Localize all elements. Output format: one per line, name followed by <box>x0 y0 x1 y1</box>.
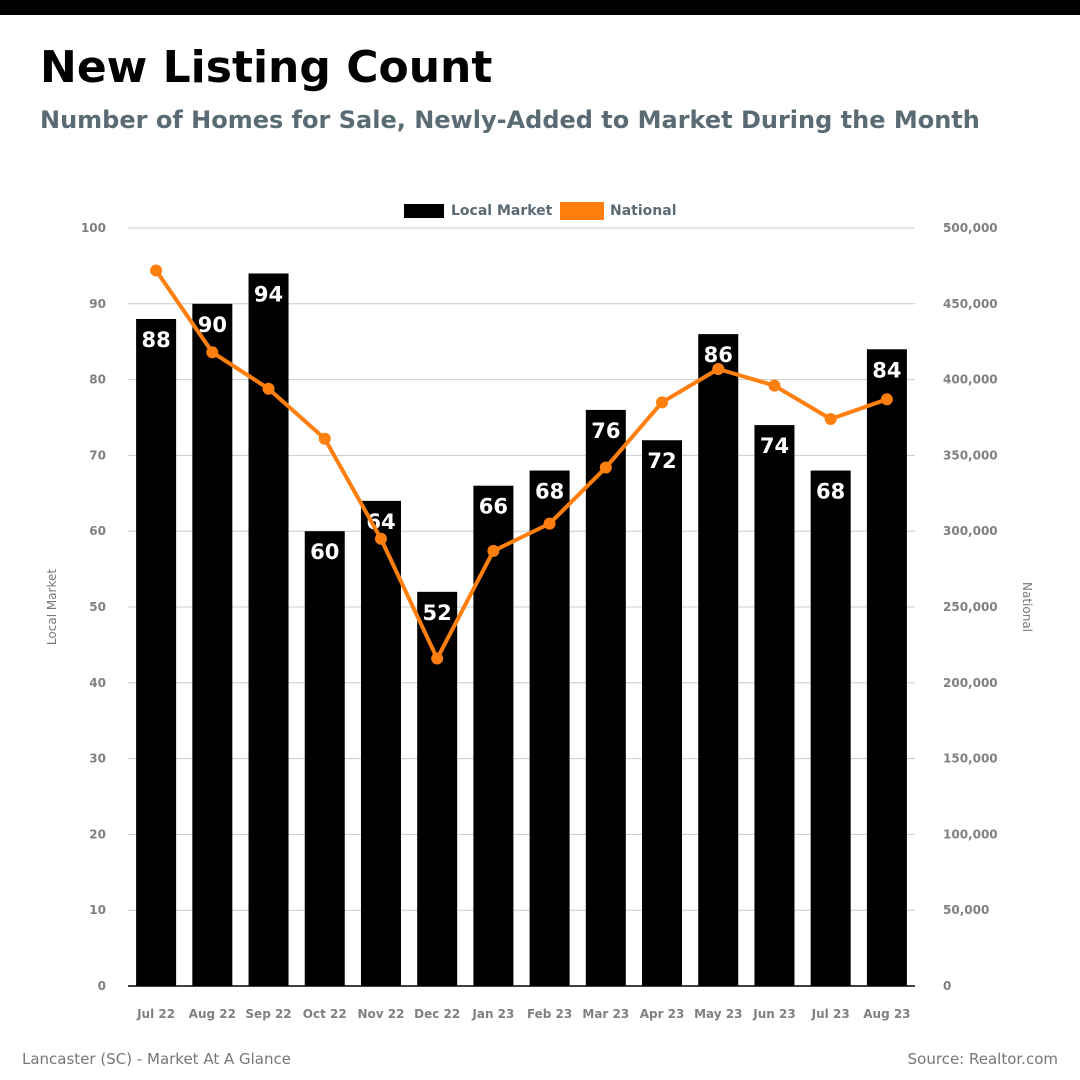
bar-data-label: 84 <box>872 358 901 382</box>
national-point <box>487 544 500 557</box>
y-right-tick-label: 350,000 <box>943 448 998 462</box>
axis-layer: 0 10 20 30 40 50 60 70 80 90 100 0 50,000 100,000 150,… <box>45 221 1034 1021</box>
legend-swatch-national <box>560 202 604 220</box>
x-tick-label: Jan 23 <box>471 1007 514 1021</box>
legend-label-national: National <box>610 203 677 219</box>
y-left-tick-label: 100 <box>81 221 106 235</box>
national-point <box>656 396 669 409</box>
y-left-tick-label: 40 <box>89 676 106 690</box>
y-left-tick-label: 30 <box>89 752 106 766</box>
bar-data-label: 94 <box>254 282 283 306</box>
bar-data-label: 74 <box>760 434 789 458</box>
bar-local-market <box>473 485 514 986</box>
y-left-tick-label: 50 <box>89 600 106 614</box>
bar-local-market <box>360 500 401 986</box>
national-point <box>824 413 837 426</box>
x-tick-label: Aug 23 <box>863 1007 910 1021</box>
grid-layer <box>128 227 915 911</box>
footer-market-label: Lancaster (SC) - Market At A Glance <box>22 1050 291 1068</box>
national-point <box>374 532 387 545</box>
top-bar <box>0 0 1080 15</box>
page-title: New Listing Count <box>40 42 493 93</box>
bar-data-label: 72 <box>647 449 676 473</box>
y-left-tick-label: 60 <box>89 524 106 538</box>
national-point <box>880 393 893 406</box>
legend-label-local-market: Local Market <box>451 203 553 219</box>
national-point <box>543 517 556 530</box>
y-right-axis-title: National <box>1020 582 1034 632</box>
x-tick-label: Aug 22 <box>189 1007 236 1021</box>
bar-data-label: 68 <box>535 480 564 504</box>
bar-data-label: 68 <box>816 480 845 504</box>
y-right-tick-label: 300,000 <box>943 524 998 538</box>
x-tick-label: Mar 23 <box>582 1007 629 1021</box>
y-left-axis-title: Local Market <box>45 569 59 645</box>
bar-data-label: 90 <box>198 313 227 337</box>
y-left-tick-label: 90 <box>89 297 106 311</box>
bar-local-market <box>304 531 345 986</box>
bar-local-market <box>417 591 458 986</box>
y-left-tick-label: 80 <box>89 373 106 387</box>
x-tick-label: Oct 22 <box>303 1007 347 1021</box>
y-right-tick-label: 100,000 <box>943 827 998 841</box>
national-point <box>150 264 163 277</box>
y-right-tick-label: 50,000 <box>943 903 989 917</box>
y-left-tick-label: 70 <box>89 448 106 462</box>
national-point <box>318 432 331 445</box>
national-line <box>154 268 889 661</box>
y-left-tick-label: 0 <box>98 979 106 993</box>
national-point <box>431 652 444 665</box>
y-right-tick-label: 450,000 <box>943 297 998 311</box>
x-tick-label: Jul 23 <box>811 1007 850 1021</box>
y-right-tick-label: 200,000 <box>943 676 998 690</box>
bar-data-label: 88 <box>141 328 170 352</box>
y-left-tick-label: 10 <box>89 903 106 917</box>
bar-local-market <box>866 349 907 986</box>
line-layer <box>150 264 893 665</box>
y-right-tick-label: 400,000 <box>943 373 998 387</box>
y-right-tick-label: 250,000 <box>943 600 998 614</box>
bar-local-market <box>529 470 570 986</box>
bar-data-label: 76 <box>591 419 620 443</box>
bar-data-label: 52 <box>423 601 452 625</box>
national-point <box>262 382 275 395</box>
bar-local-market <box>192 303 233 986</box>
x-tick-label: Feb 23 <box>527 1007 572 1021</box>
national-point <box>712 362 725 375</box>
y-right-tick-label: 500,000 <box>943 221 998 235</box>
bar-local-market <box>585 409 626 986</box>
bar-data-label: 60 <box>310 540 339 564</box>
page-subtitle: Number of Homes for Sale, Newly-Added to… <box>40 106 980 134</box>
x-tick-label: Jun 23 <box>752 1007 795 1021</box>
x-tick-label: Nov 22 <box>357 1007 404 1021</box>
x-tick-label: Dec 22 <box>414 1007 460 1021</box>
bar-local-market <box>642 440 683 986</box>
national-point <box>768 379 781 392</box>
legend: Local Market National <box>404 202 677 220</box>
bar-local-market <box>136 318 177 987</box>
footer-source: Source: Realtor.com <box>907 1050 1058 1068</box>
bar-local-market <box>698 334 739 986</box>
legend-swatch-local-market <box>404 204 444 218</box>
x-tick-label: Jul 22 <box>136 1007 175 1021</box>
bar-local-market <box>810 470 851 986</box>
national-point <box>599 461 612 474</box>
x-tick-label: May 23 <box>694 1007 742 1021</box>
y-right-tick-label: 150,000 <box>943 752 998 766</box>
bar-local-market <box>754 425 795 987</box>
national-point <box>206 346 219 359</box>
bar-data-label: 66 <box>479 495 508 519</box>
y-right-tick-label: 0 <box>943 979 951 993</box>
x-tick-label: Sep 22 <box>245 1007 291 1021</box>
x-tick-label: Apr 23 <box>640 1007 685 1021</box>
y-left-tick-label: 20 <box>89 827 106 841</box>
